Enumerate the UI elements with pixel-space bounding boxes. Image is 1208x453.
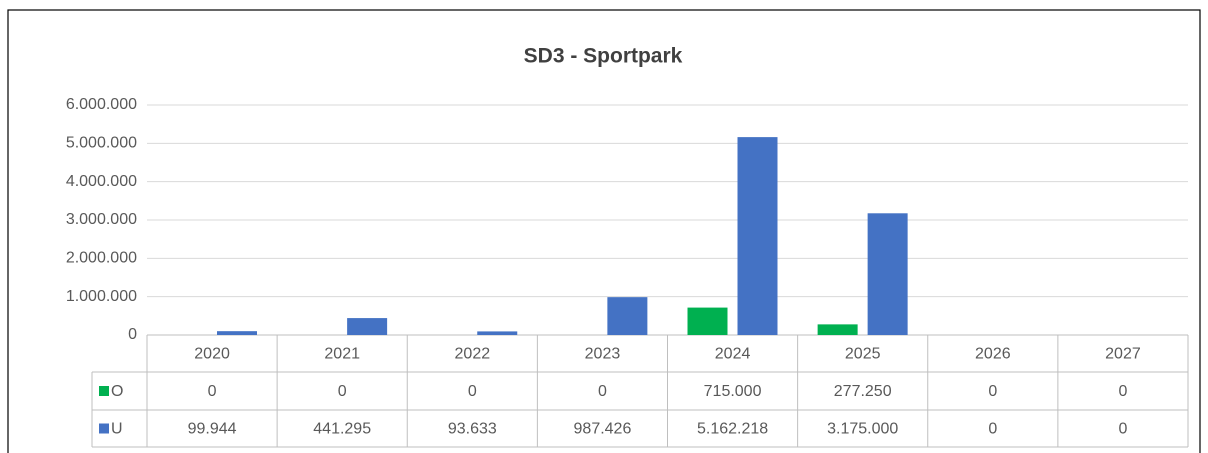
y-tick-label: 1.000.000 bbox=[66, 288, 137, 305]
table-value: 0 bbox=[208, 383, 217, 400]
legend-label: O bbox=[111, 383, 123, 400]
table-value: 0 bbox=[988, 421, 997, 438]
x-tick-label: 2024 bbox=[715, 346, 751, 363]
table-value: 93.633 bbox=[448, 421, 497, 438]
table-value: 0 bbox=[988, 383, 997, 400]
chart-frame bbox=[7, 9, 1201, 453]
x-tick-label: 2027 bbox=[1105, 346, 1141, 363]
table-value: 715.000 bbox=[704, 383, 762, 400]
table-value: 0 bbox=[468, 383, 477, 400]
y-tick-label: 2.000.000 bbox=[66, 250, 137, 267]
bar bbox=[817, 324, 858, 335]
bar bbox=[607, 297, 648, 335]
legend-swatch bbox=[99, 386, 109, 396]
table-value: 5.162.218 bbox=[697, 421, 768, 438]
table-value: 277.250 bbox=[834, 383, 892, 400]
bar bbox=[477, 331, 518, 335]
bar bbox=[737, 137, 778, 335]
table-value: 3.175.000 bbox=[827, 421, 898, 438]
y-tick-label: 0 bbox=[128, 326, 137, 343]
table-value: 987.426 bbox=[574, 421, 632, 438]
x-tick-label: 2020 bbox=[194, 346, 230, 363]
legend-swatch bbox=[99, 423, 109, 434]
legend-label: U bbox=[111, 421, 123, 438]
x-tick-label: 2023 bbox=[585, 346, 621, 363]
bar bbox=[217, 331, 257, 335]
bar bbox=[687, 307, 728, 335]
table-value: 0 bbox=[1118, 383, 1127, 400]
table-value: 441.295 bbox=[313, 421, 371, 438]
bar bbox=[867, 213, 908, 335]
x-tick-label: 2022 bbox=[455, 346, 491, 363]
table-value: 0 bbox=[1118, 421, 1127, 438]
x-tick-label: 2025 bbox=[845, 346, 881, 363]
bar bbox=[347, 318, 388, 335]
table-value: 0 bbox=[598, 383, 607, 400]
chart-title: SD3 - Sportpark bbox=[524, 45, 683, 68]
x-tick-label: 2026 bbox=[975, 346, 1011, 363]
x-tick-label: 2021 bbox=[324, 346, 360, 363]
y-tick-label: 6.000.000 bbox=[66, 96, 137, 113]
table-value: 99.944 bbox=[188, 421, 237, 438]
table-value: 0 bbox=[338, 383, 347, 400]
y-tick-label: 3.000.000 bbox=[66, 211, 137, 228]
y-tick-label: 5.000.000 bbox=[66, 135, 137, 152]
y-tick-label: 4.000.000 bbox=[66, 173, 137, 190]
